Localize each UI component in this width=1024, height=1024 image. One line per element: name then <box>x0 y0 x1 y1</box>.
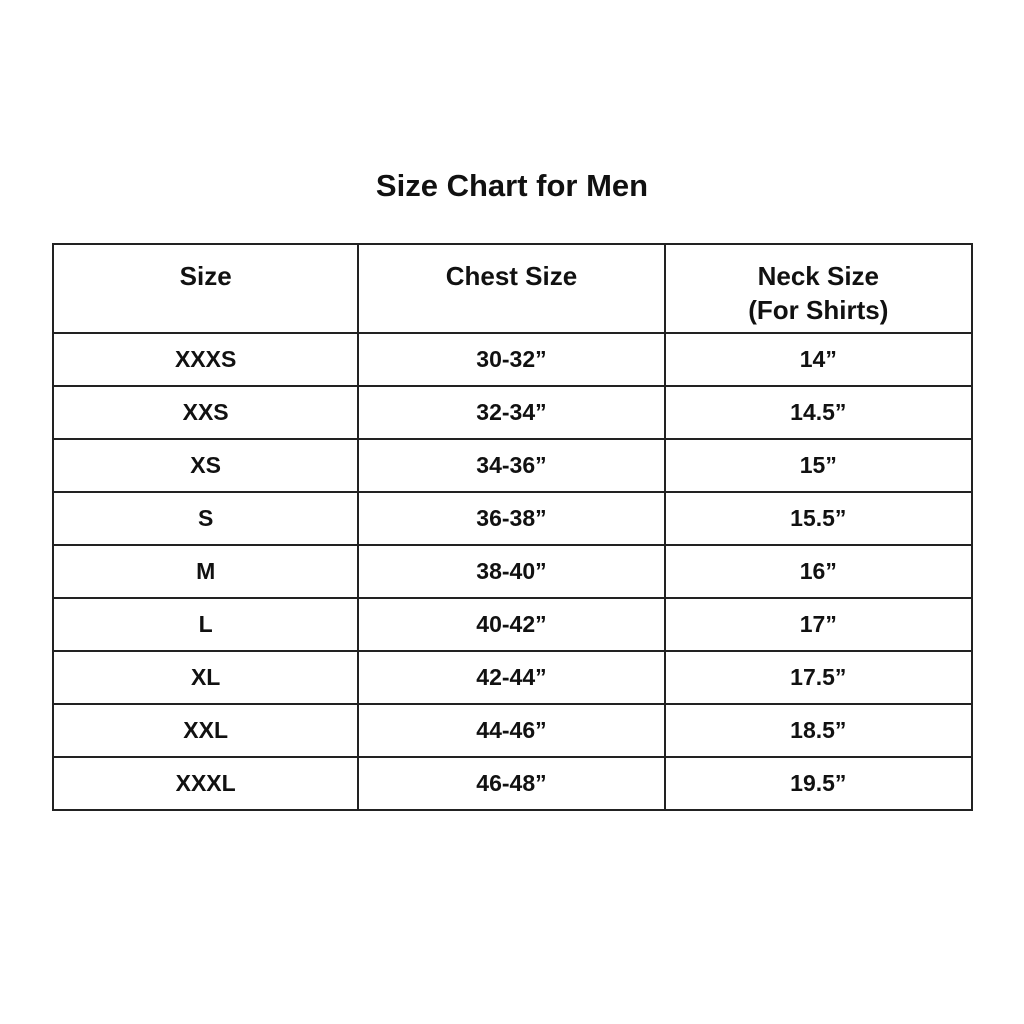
neck-size-cell: 15” <box>663 438 974 493</box>
chest-size-cell: 36-38” <box>357 491 666 546</box>
page-title: Size Chart for Men <box>375 168 649 203</box>
table-row: XL 42-44” 17.5” <box>51 650 974 705</box>
chest-size-cell: 38-40” <box>357 544 666 599</box>
chest-size-cell: 32-34” <box>357 385 666 440</box>
neck-size-cell: 15.5” <box>663 491 974 546</box>
chest-size-cell: 40-42” <box>357 597 666 652</box>
header-neck-size: Neck Size (For Shirts) <box>663 243 974 334</box>
size-table: Size Chest Size Neck Size (For Shirts) XX… <box>51 243 974 811</box>
chest-size-cell: 46-48” <box>357 756 666 811</box>
chest-size-cell: 44-46” <box>357 703 666 758</box>
chest-size-cell: 42-44” <box>357 650 666 705</box>
size-cell: M <box>51 544 360 599</box>
neck-size-cell: 17” <box>663 597 974 652</box>
neck-size-cell: 18.5” <box>663 703 974 758</box>
neck-size-cell: 19.5” <box>663 756 974 811</box>
header-chest-size: Chest Size <box>357 243 666 334</box>
size-cell: XS <box>51 438 360 493</box>
table-row: XXS 32-34” 14.5” <box>51 385 974 440</box>
table-row: S 36-38” 15.5” <box>51 491 974 546</box>
neck-size-cell: 14” <box>663 332 974 387</box>
table-row: XXXS 30-32” 14” <box>51 332 974 387</box>
neck-size-cell: 14.5” <box>663 385 974 440</box>
neck-size-cell: 16” <box>663 544 974 599</box>
size-cell: XXXS <box>51 332 360 387</box>
header-neck-size-note: (For Shirts) <box>748 295 889 325</box>
size-cell: XXL <box>51 703 360 758</box>
table-row: XS 34-36” 15” <box>51 438 974 493</box>
table-row: L 40-42” 17” <box>51 597 974 652</box>
size-cell: XXXL <box>51 756 360 811</box>
table-row: XXXL 46-48” 19.5” <box>51 756 974 811</box>
size-cell: XL <box>51 650 360 705</box>
size-cell: XXS <box>51 385 360 440</box>
neck-size-cell: 17.5” <box>663 650 974 705</box>
table-row: XXL 44-46” 18.5” <box>51 703 974 758</box>
size-cell: S <box>51 491 360 546</box>
size-cell: L <box>51 597 360 652</box>
table-row: M 38-40” 16” <box>51 544 974 599</box>
chest-size-cell: 30-32” <box>357 332 666 387</box>
chest-size-cell: 34-36” <box>357 438 666 493</box>
header-neck-size-label: Neck Size <box>757 261 880 291</box>
header-row: Size Chest Size Neck Size (For Shirts) <box>51 243 974 334</box>
header-size: Size <box>51 243 360 334</box>
